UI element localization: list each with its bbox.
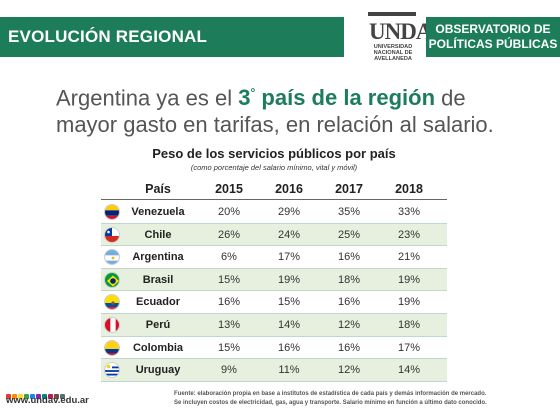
value-cell-2016: 15%: [277, 296, 301, 309]
value-cell-2015: 9%: [221, 364, 237, 377]
value-cell-2015: 16%: [217, 296, 241, 309]
country-name: Argentina: [132, 251, 184, 264]
header-2015: 2015: [215, 182, 243, 196]
value-cell-2018: 17%: [397, 341, 421, 354]
table-row: Colombia 15% 16% 16% 17%: [101, 337, 447, 360]
country-name: Brasil: [142, 273, 174, 286]
color-dot: [6, 394, 11, 399]
table-header: País 2015 2016 2017 2018: [101, 178, 447, 200]
value-cell-2016: 16%: [277, 341, 301, 354]
value-cell-2017: 16%: [337, 251, 361, 264]
section-banner: EVOLUCIÓN REGIONAL: [0, 17, 344, 57]
headline-part2: país de la región: [255, 85, 436, 111]
observatory-title-line2: POLÍTICAS PÚBLICAS: [428, 37, 558, 51]
section-title: EVOLUCIÓN REGIONAL: [8, 27, 208, 46]
color-dot: [42, 394, 47, 399]
value-cell-2018: 33%: [397, 206, 421, 218]
color-dot: [24, 394, 29, 399]
headline-part1: Argentina ya es el: [56, 85, 239, 111]
value-cell-2017: 16%: [337, 296, 361, 309]
value-cell-2016: 17%: [277, 251, 301, 264]
table-row: Ecuador 16% 15% 16% 19%: [101, 291, 447, 314]
website-link[interactable]: www.undav.edu.ar: [6, 395, 89, 406]
value-cell-2017: 12%: [337, 364, 361, 377]
table-row: Chile 26% 24% 25% 23%: [101, 223, 447, 247]
table-row: Uruguay 9% 11% 12% 14%: [101, 359, 447, 382]
country-name: Uruguay: [135, 364, 181, 377]
color-dot: [30, 394, 35, 399]
country-name: Perú: [145, 318, 171, 331]
color-dot: [48, 394, 53, 399]
value-cell-2017: 16%: [337, 341, 361, 354]
value-cell-2018: 14%: [397, 364, 421, 377]
color-dot: [36, 394, 41, 399]
value-cell-2015: 26%: [217, 228, 241, 241]
header-country: País: [145, 182, 171, 196]
observatory-title-line1: OBSERVATORIO DE: [435, 22, 551, 36]
value-cell-2018: 21%: [397, 251, 421, 264]
value-cell-2015: 15%: [217, 273, 241, 286]
color-dot: [18, 394, 23, 399]
value-cell-2018: 19%: [397, 273, 421, 286]
table-row: Venezuela 20% 29% 35% 33%: [101, 201, 447, 224]
source-line1: Fuente: elaboración propia en base a ins…: [174, 391, 487, 397]
rank-number: 3: [238, 85, 251, 111]
venezuela-flag: [104, 204, 120, 220]
header-2018: 2018: [395, 182, 423, 196]
value-cell-2017: 18%: [337, 273, 361, 286]
color-dots: [6, 386, 66, 399]
header-2017: 2017: [335, 182, 363, 196]
logo-bar: [368, 12, 416, 16]
undav-logo: UNDAV UNIVERSIDAD NACIONAL DE AVELLANEDA: [360, 0, 445, 71]
source-note: Fuente: elaboración propia en base a ins…: [174, 390, 554, 408]
country-name: Chile: [144, 228, 172, 241]
country-name: Colombia: [132, 341, 184, 354]
value-cell-2017: 25%: [337, 228, 361, 241]
observatory-banner: OBSERVATORIO DE POLÍTICAS PÚBLICAS: [426, 17, 560, 57]
rank-suffix: °: [250, 86, 256, 100]
colombia-flag: [104, 339, 120, 356]
source-line2: Se incluyen costos de electricidad, gas,…: [174, 400, 487, 406]
table-body: Venezuela 20% 29% 35% 33% Chile 26% 24% 25% 23% Ar…: [101, 201, 447, 382]
brasil-flag: [104, 271, 120, 288]
value-cell-2017: 12%: [337, 318, 361, 331]
argentina-flag: [104, 249, 120, 266]
header-2016: 2016: [275, 182, 303, 196]
value-cell-2015: 20%: [217, 206, 241, 218]
value-cell-2016: 24%: [277, 228, 301, 241]
header: EVOLUCIÓN REGIONAL UNDAV UNIVERSIDAD NAC…: [0, 0, 560, 71]
value-cell-2016: 29%: [277, 206, 301, 218]
services-table: Peso de los servicios públicos por país …: [101, 138, 447, 383]
headline-part3: de mayor gasto en tarifas, en relación a…: [56, 85, 494, 138]
table-row: Brasil 15% 19% 18% 19%: [101, 268, 447, 292]
country-name: Venezuela: [131, 206, 185, 218]
value-cell-2017: 35%: [337, 206, 361, 218]
table-title: Peso de los servicios públicos por país: [152, 146, 396, 161]
value-cell-2015: 15%: [217, 341, 241, 354]
value-cell-2015: 6%: [221, 251, 237, 264]
value-cell-2018: 23%: [397, 228, 421, 241]
headline: Argentina ya es el 3° país de la región …: [56, 80, 526, 138]
country-name: Ecuador: [135, 296, 180, 309]
color-dot: [12, 394, 17, 399]
ecuador-flag: [104, 294, 120, 311]
uruguay-flag: [104, 362, 120, 379]
table-row: Perú 13% 14% 12% 18%: [101, 313, 447, 337]
value-cell-2015: 13%: [217, 318, 241, 331]
headline-rank: 3° país de la región: [238, 85, 435, 110]
value-cell-2018: 18%: [397, 318, 421, 331]
chile-flag: [104, 226, 120, 243]
peru-flag: [104, 316, 120, 333]
value-cell-2016: 14%: [277, 318, 301, 331]
value-cell-2016: 11%: [278, 364, 300, 377]
table-subtitle: (como porcentaje del salario mínimo, vit…: [190, 163, 358, 172]
table-row: Argentina 6% 17% 16% 21%: [101, 246, 447, 269]
value-cell-2016: 19%: [277, 273, 301, 286]
logo-subtitle: UNIVERSIDAD NACIONAL DE AVELLANEDA: [373, 44, 413, 63]
color-dot: [60, 394, 65, 399]
color-dot: [54, 394, 59, 399]
value-cell-2018: 19%: [397, 296, 421, 309]
